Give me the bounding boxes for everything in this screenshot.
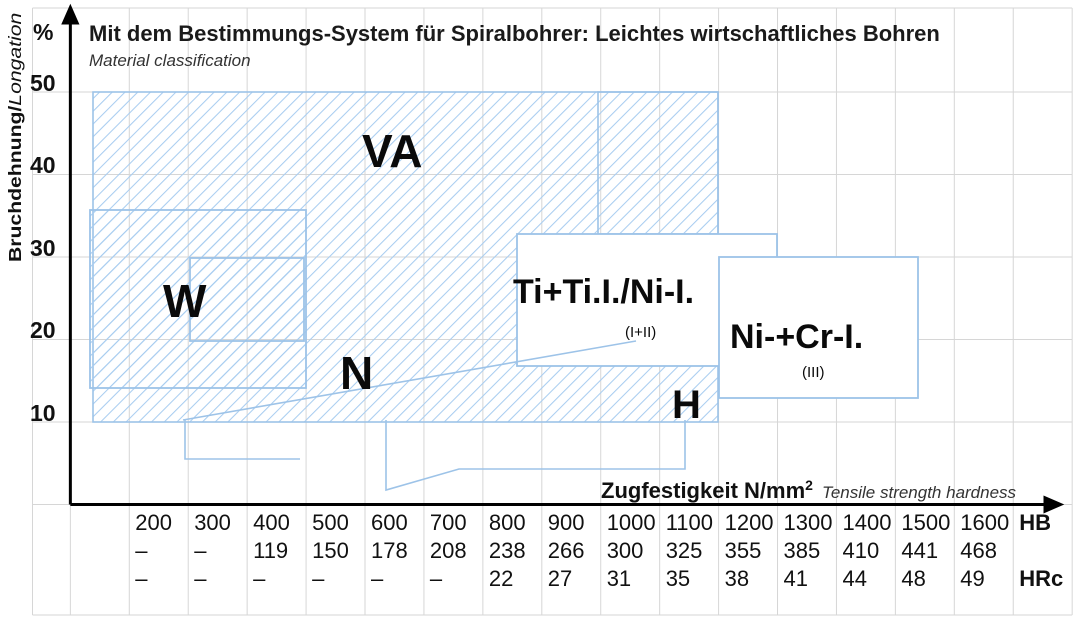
svg-text:300: 300	[607, 538, 644, 563]
svg-text:49: 49	[960, 566, 984, 591]
svg-text:N: N	[340, 347, 373, 399]
svg-text:–: –	[135, 566, 148, 591]
svg-text:41: 41	[784, 566, 808, 591]
svg-text:W: W	[163, 275, 207, 327]
svg-text:200: 200	[135, 510, 172, 535]
svg-text:Ti+Ti.I./Ni-I.: Ti+Ti.I./Ni-I.	[513, 273, 694, 311]
svg-text:44: 44	[843, 566, 867, 591]
svg-text:1400: 1400	[843, 510, 892, 535]
svg-text:400: 400	[253, 510, 290, 535]
svg-text:–: –	[371, 566, 384, 591]
svg-text:208: 208	[430, 538, 467, 563]
svg-text:410: 410	[843, 538, 880, 563]
svg-text:31: 31	[607, 566, 631, 591]
svg-text:48: 48	[901, 566, 925, 591]
svg-text:1500: 1500	[901, 510, 950, 535]
svg-text:1100: 1100	[666, 510, 713, 535]
svg-text:Mit dem Bestimmungs-System für: Mit dem Bestimmungs-System für Spiralboh…	[89, 21, 940, 46]
svg-text:150: 150	[312, 538, 349, 563]
svg-text:27: 27	[548, 566, 572, 591]
svg-text:(III): (III)	[802, 364, 825, 381]
svg-text:500: 500	[312, 510, 349, 535]
svg-text:40: 40	[30, 152, 56, 178]
svg-text:385: 385	[784, 538, 821, 563]
svg-text:355: 355	[725, 538, 762, 563]
svg-text:Zugfestigkeit N/mm2: Zugfestigkeit N/mm2	[601, 477, 813, 503]
svg-text:–: –	[135, 538, 148, 563]
svg-text:300: 300	[194, 510, 231, 535]
svg-text:%: %	[33, 19, 53, 45]
svg-text:468: 468	[960, 538, 997, 563]
svg-text:700: 700	[430, 510, 467, 535]
svg-text:–: –	[194, 566, 207, 591]
svg-text:800: 800	[489, 510, 526, 535]
svg-text:119: 119	[253, 538, 288, 563]
svg-text:22: 22	[489, 566, 513, 591]
svg-text:325: 325	[666, 538, 703, 563]
svg-text:–: –	[253, 566, 266, 591]
svg-text:1300: 1300	[784, 510, 833, 535]
svg-text:–: –	[194, 538, 207, 563]
svg-text:238: 238	[489, 538, 526, 563]
svg-text:266: 266	[548, 538, 585, 563]
svg-text:Bruchdehnung/Longation: Bruchdehnung/Longation	[6, 13, 26, 262]
svg-text:–: –	[430, 566, 443, 591]
svg-text:1600: 1600	[960, 510, 1009, 535]
svg-text:20: 20	[30, 317, 56, 343]
svg-text:441: 441	[901, 538, 938, 563]
svg-text:H: H	[672, 383, 701, 427]
svg-text:30: 30	[30, 235, 56, 261]
svg-text:600: 600	[371, 510, 408, 535]
svg-text:900: 900	[548, 510, 585, 535]
svg-text:–: –	[312, 566, 325, 591]
svg-text:1000: 1000	[607, 510, 656, 535]
svg-text:1200: 1200	[725, 510, 774, 535]
svg-text:Tensile strength hardness: Tensile strength hardness	[822, 483, 1017, 502]
svg-text:38: 38	[725, 566, 749, 591]
svg-text:VA: VA	[362, 125, 423, 177]
svg-text:(I+II): (I+II)	[625, 324, 656, 341]
svg-text:50: 50	[30, 70, 56, 96]
svg-text:35: 35	[666, 566, 690, 591]
svg-text:178: 178	[371, 538, 408, 563]
svg-text:Ni-+Cr-I.: Ni-+Cr-I.	[730, 318, 863, 356]
svg-text:10: 10	[30, 400, 56, 426]
svg-text:HRc: HRc	[1019, 566, 1063, 591]
svg-text:HB: HB	[1019, 510, 1051, 535]
svg-text:Material classification: Material classification	[89, 51, 251, 70]
